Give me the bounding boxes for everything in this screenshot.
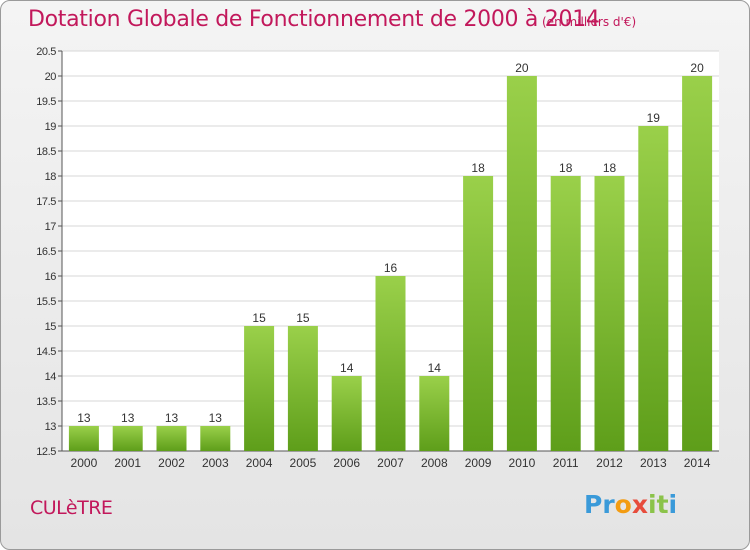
value-label: 18 xyxy=(603,161,617,175)
x-tick-label: 2001 xyxy=(114,456,141,470)
bar-2013 xyxy=(638,126,669,451)
x-tick-label: 2007 xyxy=(377,456,404,470)
x-tick-label: 2003 xyxy=(202,456,229,470)
value-label: 18 xyxy=(471,161,485,175)
chart-title: Dotation Globale de Fonctionnement de 20… xyxy=(28,7,600,32)
bar-2009 xyxy=(463,176,494,451)
logo-letter: x xyxy=(631,490,648,519)
bar-2007 xyxy=(375,276,406,451)
value-label: 13 xyxy=(77,411,91,425)
value-label: 13 xyxy=(209,411,223,425)
value-label: 13 xyxy=(165,411,179,425)
value-label: 18 xyxy=(559,161,573,175)
bar-2002 xyxy=(156,426,187,451)
x-tick-label: 2004 xyxy=(246,456,273,470)
bar-2001 xyxy=(112,426,143,451)
y-tick-label: 16 xyxy=(45,271,57,283)
y-tick-label: 20 xyxy=(45,71,57,83)
logo-letter: t xyxy=(656,490,669,519)
commune-name: CULèTRE xyxy=(30,497,113,519)
y-tick-label: 15.5 xyxy=(36,296,56,308)
logo-letter: i xyxy=(648,490,657,519)
bar-2004 xyxy=(244,326,275,451)
x-tick-label: 2006 xyxy=(333,456,360,470)
logo-letter: i xyxy=(668,490,678,519)
y-tick-label: 18.5 xyxy=(36,146,56,158)
x-tick-label: 2012 xyxy=(596,456,623,470)
value-label: 15 xyxy=(296,311,310,325)
value-label: 14 xyxy=(340,361,354,375)
y-tick-label: 20.5 xyxy=(36,46,56,58)
x-tick-label: 2009 xyxy=(465,456,492,470)
bar-2014 xyxy=(682,76,713,451)
x-tick-label: 2010 xyxy=(509,456,536,470)
y-tick-label: 13.5 xyxy=(36,396,56,408)
value-label: 13 xyxy=(121,411,135,425)
chart-subtitle: (en milliers d'€) xyxy=(542,15,637,29)
bar-2006 xyxy=(331,376,362,451)
y-tick-label: 12.5 xyxy=(36,446,56,458)
bar-2003 xyxy=(200,426,231,451)
y-tick-label: 13 xyxy=(45,421,57,433)
y-tick-label: 16.5 xyxy=(36,246,56,258)
bar-2000 xyxy=(68,426,99,451)
value-label: 20 xyxy=(690,61,704,75)
bar-2005 xyxy=(287,326,318,451)
y-tick-label: 15 xyxy=(45,321,57,333)
logo-letter: r xyxy=(602,490,615,519)
bar-2008 xyxy=(419,376,450,451)
logo-letter: o xyxy=(614,490,632,519)
x-tick-label: 2005 xyxy=(290,456,317,470)
logo-letter: P xyxy=(584,490,603,519)
axes xyxy=(61,51,719,452)
x-tick-label: 2000 xyxy=(71,456,98,470)
y-tick-label: 17.5 xyxy=(36,196,56,208)
x-tick-label: 2014 xyxy=(684,456,711,470)
x-tick-label: 2011 xyxy=(553,456,579,470)
value-label: 19 xyxy=(647,111,661,125)
y-tick-label: 14 xyxy=(45,371,57,383)
x-tick-label: 2002 xyxy=(158,456,185,470)
proxiti-logo: Proxiti xyxy=(584,490,694,524)
bar-2011 xyxy=(550,176,581,451)
y-tick-label: 19 xyxy=(45,121,57,133)
value-label: 15 xyxy=(252,311,266,325)
x-tick-label: 2013 xyxy=(640,456,667,470)
bar-2012 xyxy=(594,176,625,451)
y-tick-label: 18 xyxy=(45,171,57,183)
value-label: 14 xyxy=(428,361,442,375)
value-label: 20 xyxy=(515,61,529,75)
bar-2010 xyxy=(506,76,537,451)
y-tick-label: 19.5 xyxy=(36,96,56,108)
y-tick-label: 17 xyxy=(45,221,57,233)
x-tick-label: 2008 xyxy=(421,456,448,470)
value-label: 16 xyxy=(384,261,398,275)
y-tick-label: 14.5 xyxy=(36,346,56,358)
